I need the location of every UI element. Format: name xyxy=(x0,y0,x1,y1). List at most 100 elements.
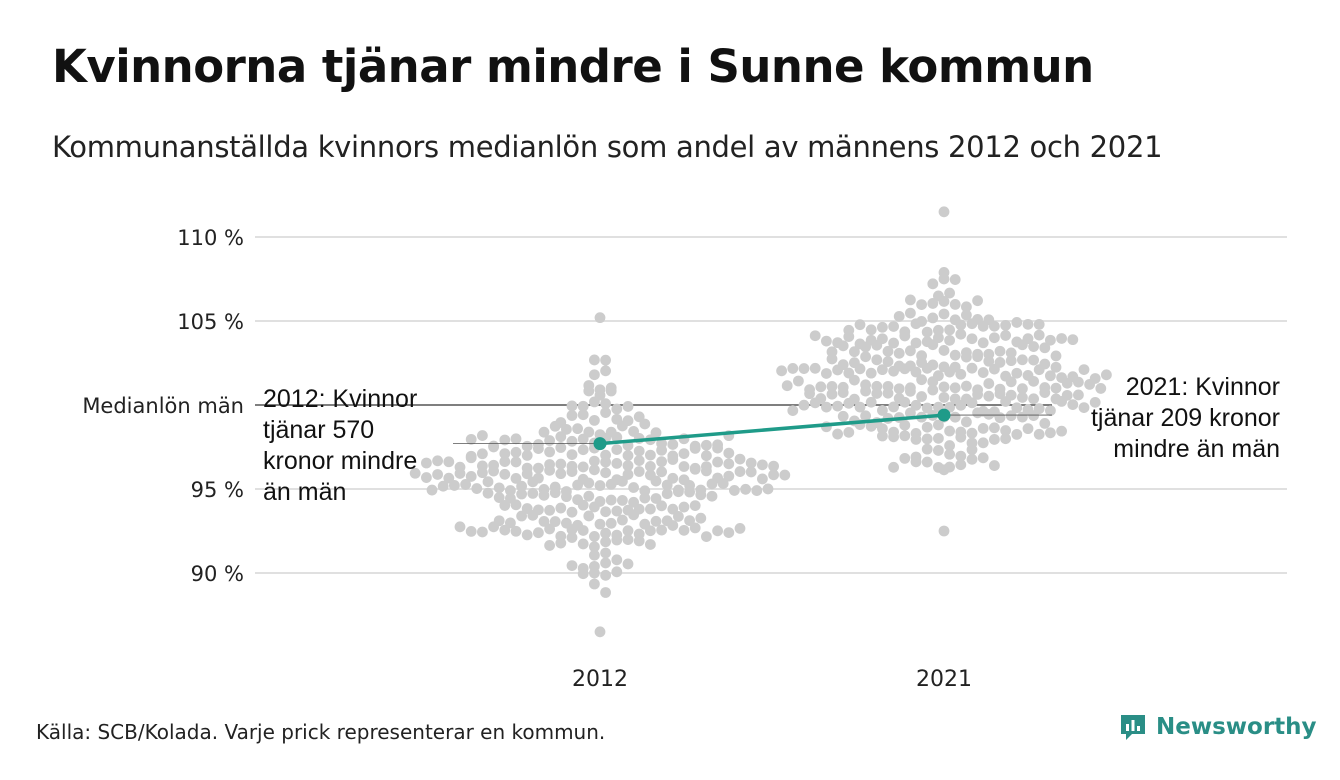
swarm-dot xyxy=(888,431,899,443)
swarm-dot xyxy=(600,536,611,548)
swarm-dot xyxy=(905,307,916,319)
beeswarm-chart: 90 % 95 % 105 % 110 % Medianlön män 2012 2021… xyxy=(82,206,1287,692)
swarm-dot xyxy=(740,483,751,495)
swarm-dot xyxy=(701,465,712,477)
swarm-dot xyxy=(667,503,679,515)
swarm-dot xyxy=(600,354,611,366)
swarm-dot xyxy=(977,367,989,378)
swarm-dot xyxy=(589,578,600,590)
swarm-dot xyxy=(477,467,488,479)
swarm-dot xyxy=(944,440,955,451)
swarm-dot xyxy=(1005,347,1017,359)
swarm-dot xyxy=(600,557,611,569)
swarm-dot xyxy=(787,405,799,416)
swarm-dot xyxy=(899,419,911,431)
swarm-dot xyxy=(1067,334,1079,346)
swarm-dot xyxy=(899,430,911,442)
swarm-dot xyxy=(910,434,922,445)
swarm-dot xyxy=(977,337,989,349)
swarm-dot xyxy=(966,333,978,345)
swarm-dot xyxy=(477,448,488,460)
swarm-dot xyxy=(734,453,746,465)
swarm-dot xyxy=(865,324,877,336)
swarm-dot xyxy=(443,472,455,484)
swarm-dot xyxy=(949,299,961,310)
swarm-dot xyxy=(488,465,499,477)
swarm-dot xyxy=(871,354,883,366)
swarm-dot xyxy=(877,321,888,333)
swarm-dot xyxy=(1028,410,1039,421)
swarm-dot xyxy=(499,468,511,480)
swarm-dot xyxy=(1084,378,1095,390)
swarm-dot xyxy=(594,626,606,638)
swarm-dot xyxy=(600,547,611,559)
swarm-dot xyxy=(589,354,600,366)
swarm-dot xyxy=(706,478,718,490)
swarm-dot xyxy=(938,296,950,307)
swarm-dot xyxy=(516,480,527,492)
swarm-dot xyxy=(477,526,488,538)
annotation-line: tjänar 570 xyxy=(263,416,374,444)
swarm-dot xyxy=(465,433,477,445)
swarm-dot xyxy=(1056,395,1067,407)
swarm-dot xyxy=(955,450,967,462)
swarm-dot xyxy=(689,463,701,475)
swarm-dot xyxy=(989,460,1000,471)
swarm-dot xyxy=(787,363,799,374)
swarm-dot xyxy=(949,274,961,285)
swarm-dot xyxy=(949,349,961,361)
swarm-dot xyxy=(776,365,787,377)
swarm-dot xyxy=(656,466,667,478)
swarm-dot xyxy=(684,486,695,498)
swarm-dot xyxy=(809,362,821,374)
swarm-dot xyxy=(510,473,522,484)
swarm-dot xyxy=(712,525,723,537)
swarm-dot xyxy=(927,312,939,324)
swarm-dot xyxy=(1017,411,1028,423)
swarm-dot xyxy=(1045,405,1056,417)
swarm-dot xyxy=(966,427,978,439)
swarm-dot xyxy=(589,549,600,561)
swarm-dot xyxy=(555,442,567,453)
highlight-line xyxy=(599,413,945,446)
swarm-dot xyxy=(910,318,922,330)
x-tick-label: 2012 xyxy=(572,667,628,692)
swarm-dot xyxy=(544,504,555,516)
swarm-dot xyxy=(622,450,634,461)
swarm-dot xyxy=(1033,364,1045,376)
swarm-dot xyxy=(977,452,989,464)
swarm-dot xyxy=(583,490,595,502)
swarm-dot xyxy=(544,464,555,476)
swarm-dot xyxy=(768,460,779,472)
swarm-dot xyxy=(921,443,933,455)
swarm-dot xyxy=(589,464,600,476)
swarm-dot xyxy=(544,435,555,446)
swarm-dot xyxy=(566,560,578,572)
swarm-dot xyxy=(972,407,983,419)
swarm-dot xyxy=(723,458,735,470)
swarm-dot xyxy=(849,346,860,358)
y-tick-label: 105 % xyxy=(177,310,244,334)
brand-logo[interactable]: Newsworthy xyxy=(1118,712,1317,742)
swarm-dot xyxy=(555,502,567,514)
swarm-dot xyxy=(600,506,611,518)
highlight-point xyxy=(593,437,607,451)
swarm-dot xyxy=(1050,361,1062,373)
swarm-dot xyxy=(577,538,589,550)
swarm-dot xyxy=(734,522,746,534)
swarm-dot xyxy=(1028,354,1039,366)
swarm-dot xyxy=(678,448,690,460)
swarm-dot xyxy=(983,378,995,389)
swarm-dot xyxy=(961,380,972,392)
swarm-dot xyxy=(594,480,606,491)
swarm-dot xyxy=(871,388,883,399)
newsworthy-logo-icon xyxy=(1121,715,1145,740)
swarm-dot xyxy=(955,328,967,340)
swarm-dot xyxy=(645,503,656,515)
swarm-dot xyxy=(871,339,883,351)
swarm-dot xyxy=(600,365,611,377)
chart-title: Kvinnorna tjänar mindre i Sunne kommun xyxy=(52,40,1094,93)
swarm-dot xyxy=(1089,396,1101,408)
swarm-dot xyxy=(826,353,838,365)
swarm-dot xyxy=(633,445,645,457)
